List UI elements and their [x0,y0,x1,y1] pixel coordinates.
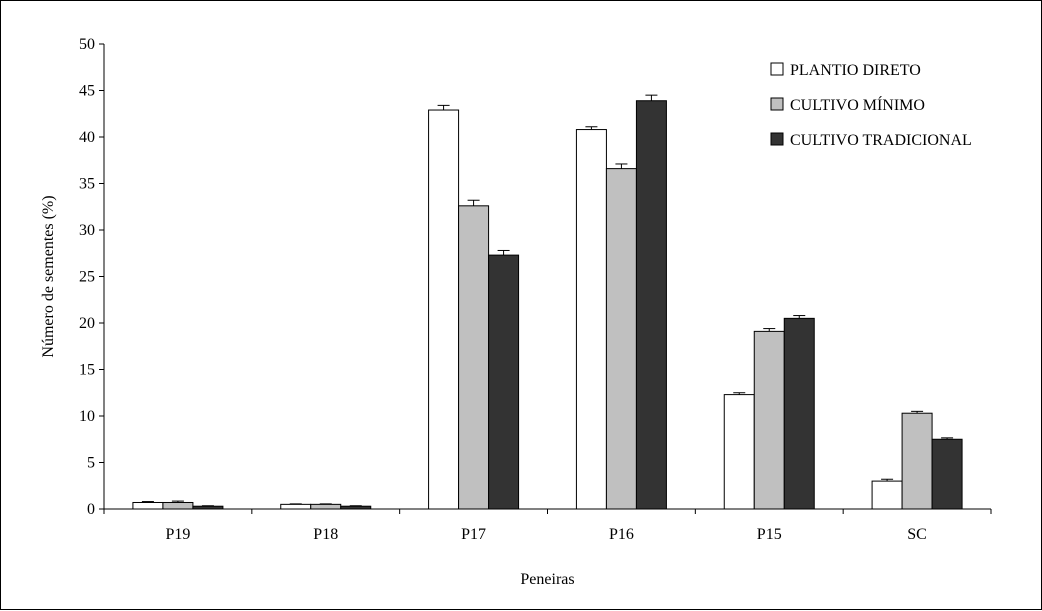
bar [280,503,312,510]
bar [901,412,933,510]
legend: PLANTIO DIRETO CULTIVO MÍNIMO CULTIVO TRAD… [770,62,972,149]
bar [635,100,667,510]
bar [575,129,607,510]
bar [488,254,520,510]
bar [132,501,164,510]
y-tick-label: 50 [79,36,95,53]
x-tick-label: P19 [165,526,190,543]
bar [192,505,224,510]
y-tick-label: 0 [87,501,95,518]
x-axis-label: Peneiras [520,571,574,588]
bar [340,505,372,510]
y-tick-label: 15 [79,362,95,379]
bar [753,330,785,510]
legend-swatch [770,97,784,111]
bar [162,501,194,510]
x-axis: P19 P18 P17 P16 P15 SC [103,508,992,543]
x-tick-label: P18 [313,526,338,543]
y-tick-label: 10 [79,408,95,425]
y-tick-label: 45 [79,83,95,100]
legend-swatch [770,132,784,146]
y-tick-label: 40 [79,129,95,146]
x-tick-label: SC [907,526,927,543]
x-tick-label: P16 [609,526,634,543]
bars [132,94,963,510]
x-tick-label: P15 [757,526,782,543]
bar [458,205,490,510]
legend-swatch [770,62,784,76]
bar [723,394,755,510]
y-tick-label: 35 [79,176,95,193]
y-tick-label: 30 [79,222,95,239]
legend-label: PLANTIO DIRETO [790,62,921,79]
bar [931,438,963,510]
legend-label: CULTIVO TRADICIONAL [790,132,972,149]
y-tick-label: 20 [79,315,95,332]
bar [310,503,342,510]
legend-label: CULTIVO MÍNIMO [790,95,925,114]
bar [871,480,903,510]
bar [605,168,637,510]
y-axis: 0 5 10 15 20 25 30 35 40 45 50 [79,36,105,518]
bar [428,109,460,510]
y-tick-label: 25 [79,269,95,286]
y-tick-label: 5 [87,455,95,472]
y-axis-label: Número de sementes (%) [40,195,57,357]
bar [783,317,815,510]
x-tick-label: P17 [461,526,486,543]
